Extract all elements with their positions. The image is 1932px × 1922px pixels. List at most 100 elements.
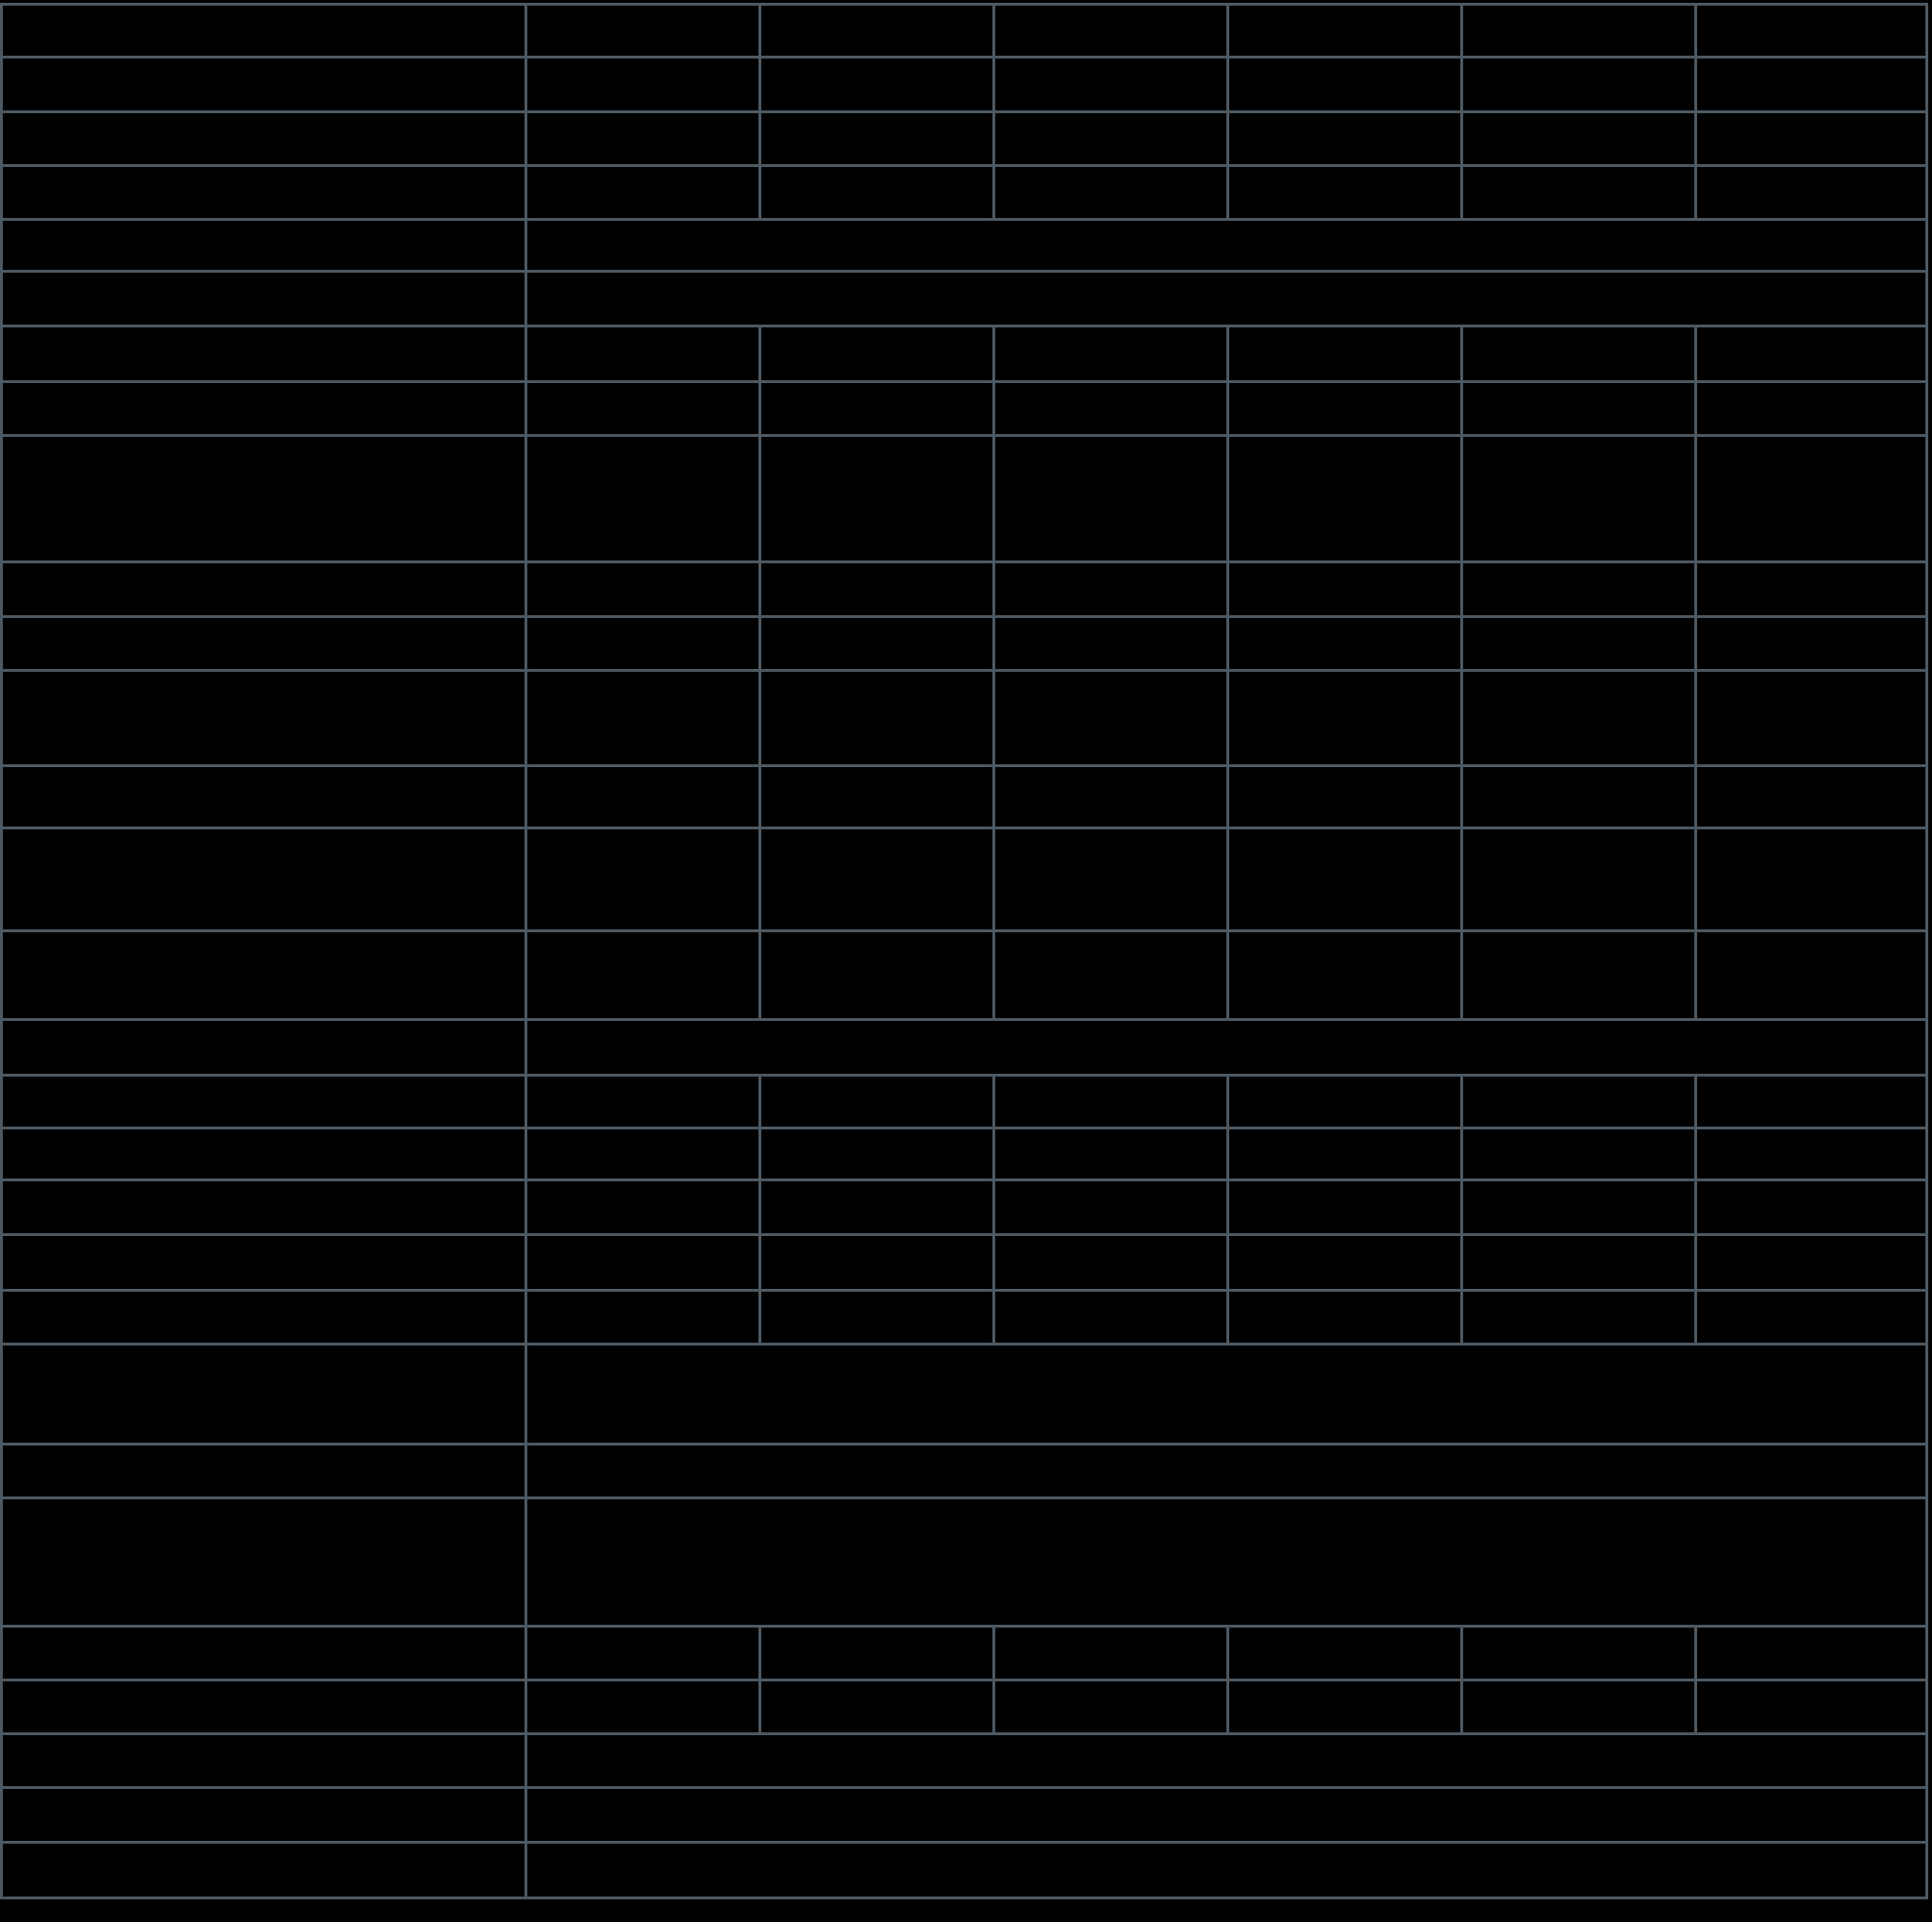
table-cell	[995, 1292, 1229, 1343]
table-row	[3, 1236, 1925, 1292]
table-row	[3, 6, 1925, 58]
row-label-cell	[3, 672, 527, 764]
table-row	[3, 383, 1925, 437]
table-cell	[1697, 767, 1925, 827]
row-label-cell	[3, 1236, 527, 1289]
merged-span-cell	[527, 1844, 1925, 1897]
table-row	[3, 327, 1925, 383]
table-cell	[1463, 932, 1697, 1018]
table-cell	[1463, 58, 1697, 110]
merged-span-cell	[527, 1021, 1925, 1074]
table-cell	[1229, 1681, 1463, 1732]
table-row	[3, 1681, 1925, 1735]
table-cell	[527, 167, 761, 218]
table-cell	[1697, 1681, 1925, 1732]
table-cell	[1463, 1181, 1697, 1233]
table-cell	[527, 829, 761, 929]
merged-span-cell	[527, 273, 1925, 325]
table-row	[3, 672, 1925, 767]
table-cell	[527, 1681, 761, 1732]
row-label-cell	[3, 1345, 527, 1443]
table-cell	[1697, 113, 1925, 164]
empty-data-table	[0, 3, 1928, 1899]
table-cell	[1229, 767, 1463, 827]
row-label-cell	[3, 1499, 527, 1625]
table-cell	[1463, 167, 1697, 218]
table-cell	[1697, 1236, 1925, 1289]
table-cell	[1463, 383, 1697, 434]
table-cell	[1697, 167, 1925, 218]
table-cell	[1697, 563, 1925, 615]
table-cell	[527, 113, 761, 164]
table-row	[3, 58, 1925, 113]
table-cell	[527, 58, 761, 110]
table-cell	[1463, 1129, 1697, 1178]
table-cell	[1229, 437, 1463, 560]
table-cell	[1463, 1077, 1697, 1127]
table-cell	[995, 1129, 1229, 1178]
table-cell	[995, 6, 1229, 56]
table-cell	[995, 167, 1229, 218]
table-cell	[527, 1292, 761, 1343]
table-cell	[761, 1628, 995, 1679]
table-cell	[1463, 618, 1697, 669]
table-cell	[527, 1129, 761, 1178]
table-cell	[1229, 563, 1463, 615]
table-cell	[1697, 6, 1925, 56]
table-cell	[1229, 383, 1463, 434]
table-cell	[761, 327, 995, 380]
row-label-cell	[3, 1844, 527, 1897]
table-cell	[1697, 437, 1925, 560]
table-cell	[761, 1129, 995, 1178]
merged-span-cell	[527, 1735, 1925, 1786]
table-cell	[761, 167, 995, 218]
merged-span-cell	[527, 221, 1925, 270]
row-label-cell	[3, 932, 527, 1018]
table-cell	[995, 1181, 1229, 1233]
table-cell	[761, 618, 995, 669]
table-cell	[527, 437, 761, 560]
row-label-cell	[3, 563, 527, 615]
table-row	[3, 1628, 1925, 1681]
row-label-cell	[3, 1681, 527, 1732]
table-row-merged	[3, 1499, 1925, 1628]
table-cell	[995, 1077, 1229, 1127]
merged-span-cell	[527, 1499, 1925, 1625]
table-cell	[527, 932, 761, 1018]
table-row-merged	[3, 1789, 1925, 1844]
table-cell	[995, 437, 1229, 560]
table-row	[3, 618, 1925, 672]
row-label-cell	[3, 767, 527, 827]
table-row-merged	[3, 221, 1925, 273]
table-cell	[1229, 113, 1463, 164]
table-cell	[527, 767, 761, 827]
table-cell	[527, 6, 761, 56]
row-label-cell	[3, 829, 527, 929]
table-cell	[527, 1181, 761, 1233]
table-row	[3, 1129, 1925, 1181]
table-cell	[1229, 327, 1463, 380]
table-cell	[1697, 1292, 1925, 1343]
row-label-cell	[3, 221, 527, 270]
row-label-cell	[3, 1789, 527, 1841]
table-row-merged	[3, 1446, 1925, 1499]
row-label-cell	[3, 1292, 527, 1343]
table-cell	[1463, 1681, 1697, 1732]
table-cell	[1463, 437, 1697, 560]
table-cell	[761, 383, 995, 434]
merged-span-cell	[527, 1789, 1925, 1841]
table-cell	[1229, 58, 1463, 110]
table-cell	[995, 932, 1229, 1018]
table-cell	[527, 1077, 761, 1127]
row-label-cell	[3, 437, 527, 560]
row-label-cell	[3, 1446, 527, 1496]
table-cell	[995, 1236, 1229, 1289]
table-cell	[995, 563, 1229, 615]
table-cell	[1229, 1292, 1463, 1343]
table-cell	[995, 383, 1229, 434]
row-label-cell	[3, 1129, 527, 1178]
table-cell	[1229, 6, 1463, 56]
row-label-cell	[3, 273, 527, 325]
table-cell	[1463, 1236, 1697, 1289]
